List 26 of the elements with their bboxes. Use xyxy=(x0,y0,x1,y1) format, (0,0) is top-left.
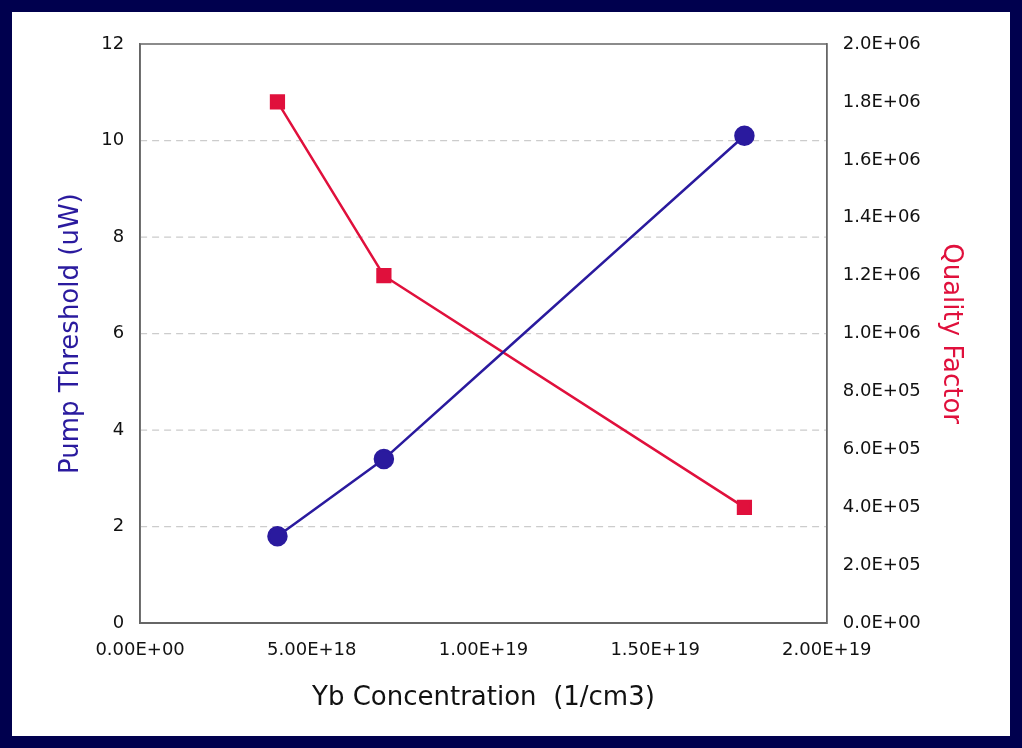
y2-tick-label: 1.0E+06 xyxy=(842,321,921,343)
y2-tick-label: 2.0E+06 xyxy=(842,31,921,53)
y-tick-label: 10 xyxy=(101,128,125,150)
y-tick-label: 4 xyxy=(112,417,125,439)
y2-tick-label: 1.4E+06 xyxy=(842,205,921,227)
x-axis-title: Yb Concentration (1/cm3) xyxy=(311,681,655,712)
y2-tick-label: 2.0E+05 xyxy=(842,552,921,574)
y2-tick-label: 4.0E+05 xyxy=(842,495,921,517)
y-axis-title: Pump Threshold (uW) xyxy=(54,193,85,474)
y-tick-label: 12 xyxy=(101,31,125,53)
x-tick-label: 5.00E+18 xyxy=(267,637,357,659)
x-tick-label: 0.00E+00 xyxy=(95,637,185,659)
y2-tick-label: 0.0E+00 xyxy=(842,610,921,632)
y2-tick-label: 1.8E+06 xyxy=(842,89,921,111)
y-tick-label: 0 xyxy=(112,610,125,632)
y-tick-label: 2 xyxy=(112,514,125,536)
y2-tick-label: 1.6E+06 xyxy=(842,147,921,169)
x-tick-label: 1.50E+19 xyxy=(610,637,700,659)
x-tick-label: 2.00E+19 xyxy=(782,637,872,659)
y-tick-label: 6 xyxy=(112,321,125,343)
y2-axis-title: Quality Factor xyxy=(937,243,968,425)
y2-tick-label: 1.2E+06 xyxy=(842,263,921,285)
x-tick-label: 1.00E+19 xyxy=(438,637,529,659)
y-tick-label: 8 xyxy=(112,224,125,246)
y2-tick-label: 6.0E+05 xyxy=(842,437,921,459)
y2-tick-label: 8.0E+05 xyxy=(842,379,921,401)
